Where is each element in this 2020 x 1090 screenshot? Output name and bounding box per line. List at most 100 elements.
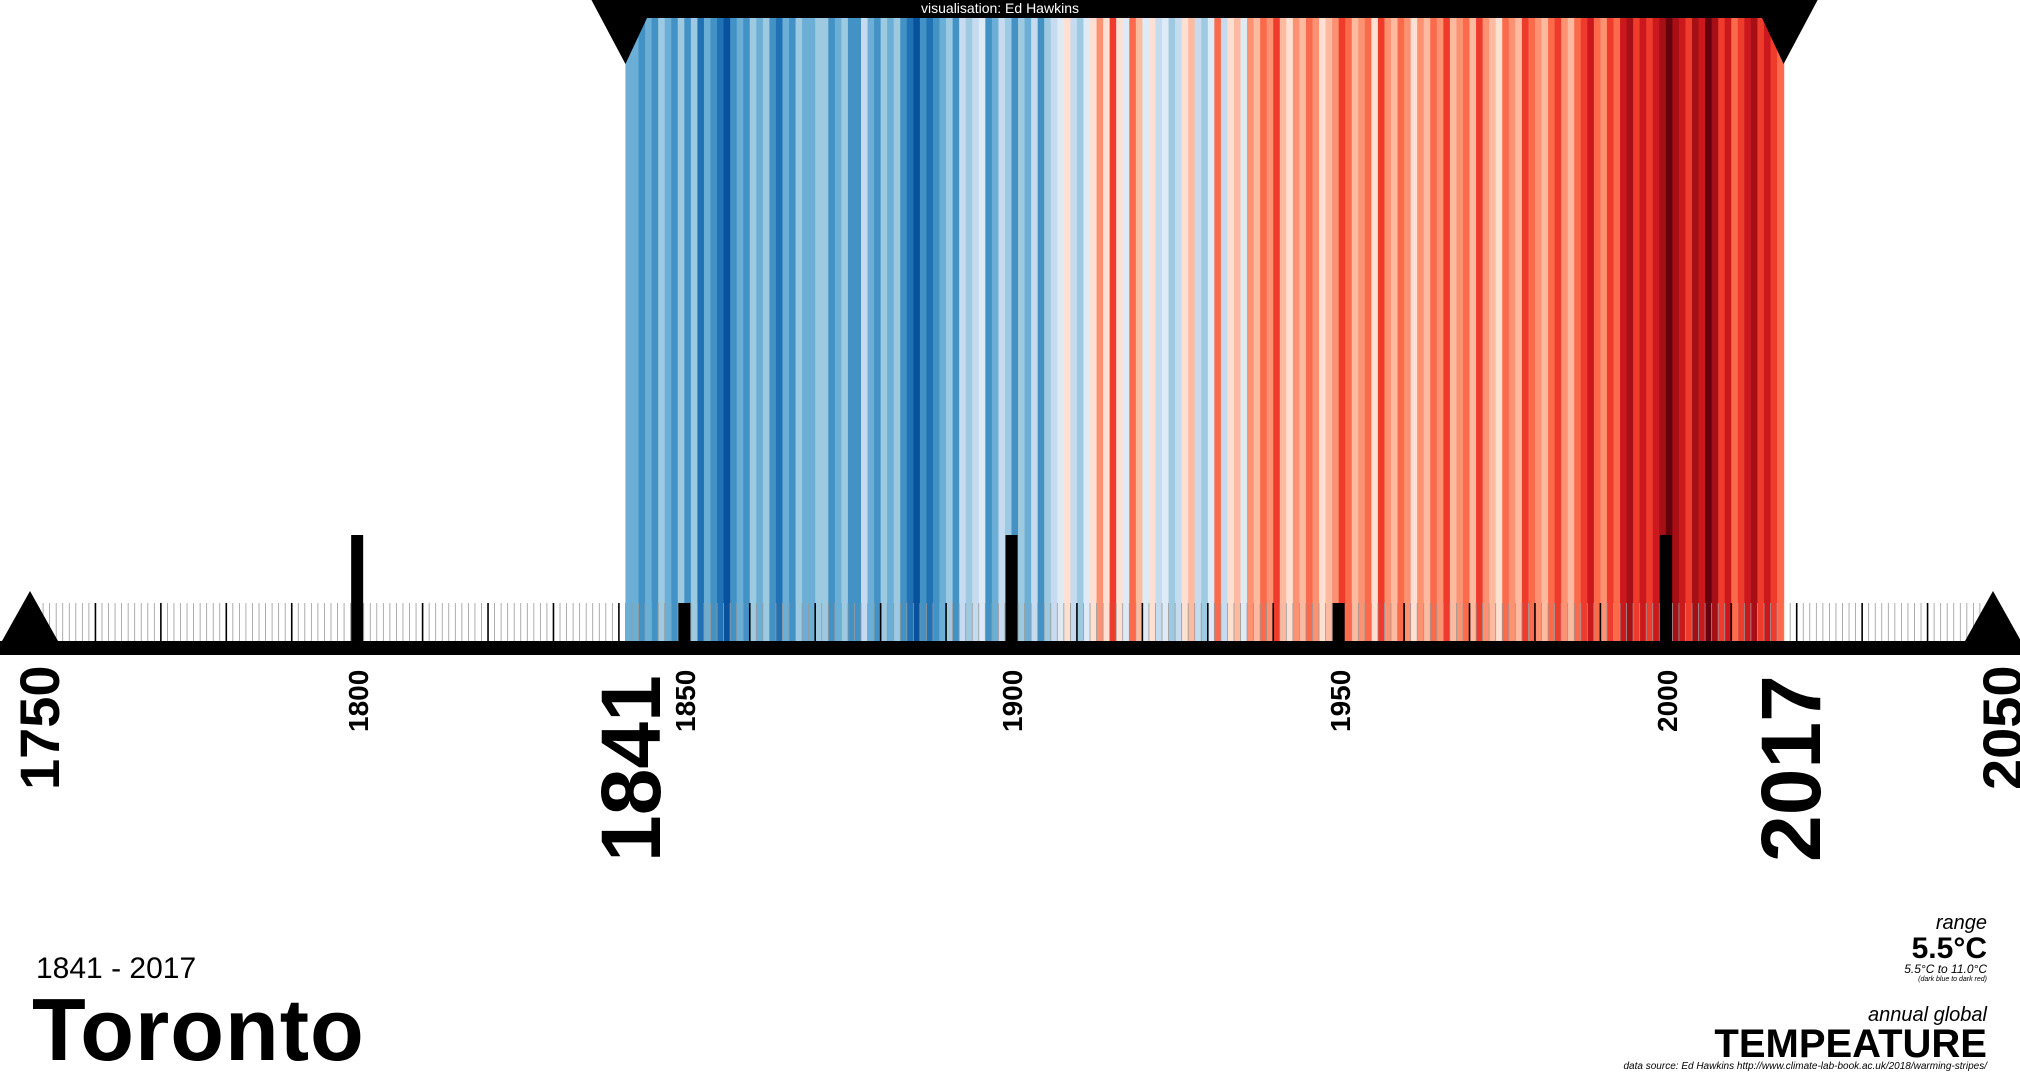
stripe-1950: [1338, 18, 1346, 641]
stripe-1924: [1168, 18, 1176, 641]
stripe-1999: [1659, 18, 1667, 641]
stripe-2010: [1731, 18, 1739, 641]
stripe-1995: [1633, 18, 1641, 641]
stripe-1854: [710, 18, 718, 641]
stripe-1896: [985, 18, 993, 641]
stripe-1870: [815, 18, 823, 641]
stripe-2007: [1711, 18, 1719, 641]
stripe-1877: [861, 18, 869, 641]
stripe-1926: [1181, 18, 1189, 641]
stripe-2009: [1724, 18, 1732, 641]
stripe-1920: [1142, 18, 1150, 641]
stripe-1871: [821, 18, 829, 641]
axis-end-triangle: [1965, 591, 2020, 641]
stripe-1873: [834, 18, 842, 641]
stripe-2016: [1770, 18, 1778, 641]
range-detail: 5.5°C to 11.0°C: [1904, 962, 1987, 976]
stripe-1851: [690, 18, 699, 641]
stripe-1943: [1292, 18, 1300, 641]
stripe-1859: [743, 18, 751, 641]
stripe-1980: [1534, 18, 1543, 641]
stripe-1884: [906, 18, 914, 641]
stripe-1930: [1207, 18, 1215, 641]
stripe-1903: [1031, 18, 1039, 641]
stripe-1857: [730, 18, 738, 641]
stripe-1939: [1266, 18, 1274, 641]
stripe-1910: [1076, 18, 1085, 641]
stripe-1889: [939, 18, 947, 641]
top-bar: [615, 0, 1794, 18]
stripe-2001: [1672, 18, 1680, 641]
stripe-1952: [1351, 18, 1359, 641]
stripe-1866: [789, 18, 797, 641]
stripe-1856: [723, 18, 731, 641]
stripe-1964: [1430, 18, 1438, 641]
stripe-1891: [952, 18, 960, 641]
stripe-1876: [854, 18, 862, 641]
stripe-1973: [1489, 18, 1497, 641]
stripe-1862: [762, 18, 770, 641]
stripe-1864: [775, 18, 784, 641]
axis-label-2050: 2050: [1970, 665, 2020, 790]
major-tick-1900: [1005, 535, 1018, 641]
stripe-2003: [1685, 18, 1693, 641]
stripe-1887: [926, 18, 934, 641]
stripe-1927: [1188, 18, 1196, 641]
stripe-1931: [1214, 18, 1222, 641]
stripe-1863: [769, 18, 777, 641]
stripe-1844: [645, 18, 653, 641]
stripe-1981: [1541, 18, 1549, 641]
stripe-1944: [1299, 18, 1307, 641]
year-range-subtitle: 1841 - 2017: [36, 952, 197, 985]
stripe-2002: [1678, 18, 1687, 641]
range-label: range: [1935, 912, 1987, 934]
stripe-1998: [1652, 18, 1660, 641]
stripe-2005: [1698, 18, 1706, 641]
major-tick-1800: [351, 535, 364, 641]
stripe-1890: [946, 18, 954, 641]
stripe-1959: [1397, 18, 1405, 641]
stripe-1951: [1345, 18, 1353, 641]
stripe-1847: [664, 18, 672, 641]
credit-text: visualisation: Ed Hawkins: [921, 0, 1079, 16]
stripe-1965: [1436, 18, 1444, 641]
stripe-1861: [756, 18, 764, 641]
range-value: 5.5°C: [1911, 932, 1987, 965]
stripe-1960: [1404, 18, 1412, 641]
stripe-1908: [1063, 18, 1071, 641]
stripe-1858: [736, 18, 744, 641]
stripe-1917: [1122, 18, 1130, 641]
data-source-text: data source: Ed Hawkins http://www.clima…: [1623, 1061, 1988, 1072]
stripe-1990: [1600, 18, 1608, 641]
stripe-1885: [913, 18, 921, 641]
stripe-1996: [1639, 18, 1647, 641]
stripe-1892: [959, 18, 967, 641]
axis-label-1750: 1750: [7, 665, 71, 790]
stripe-1940: [1273, 18, 1281, 641]
stripe-1975: [1502, 18, 1510, 641]
stripe-1986: [1574, 18, 1582, 641]
stripe-1872: [828, 18, 836, 641]
stripe-2011: [1737, 18, 1745, 641]
stripe-1992: [1613, 18, 1621, 641]
stripe-1938: [1260, 18, 1268, 641]
stripe-2006: [1705, 18, 1713, 641]
stripe-1894: [972, 18, 980, 641]
stripe-1880: [880, 18, 888, 641]
stripe-1925: [1175, 18, 1183, 641]
stripe-1948: [1325, 18, 1333, 641]
stripe-1985: [1567, 18, 1575, 641]
stripe-1923: [1162, 18, 1170, 641]
stripe-1954: [1364, 18, 1372, 641]
stripe-1907: [1057, 18, 1065, 641]
stripe-2014: [1757, 18, 1765, 641]
stripe-1853: [703, 18, 712, 641]
stripe-1955: [1371, 18, 1379, 641]
stripe-1904: [1037, 18, 1045, 641]
stripe-1958: [1391, 18, 1399, 641]
stripe-1966: [1443, 18, 1451, 641]
stripe-1905: [1044, 18, 1052, 641]
stripe-1936: [1247, 18, 1255, 641]
stripe-1953: [1358, 18, 1366, 641]
stripe-1897: [991, 18, 1000, 641]
